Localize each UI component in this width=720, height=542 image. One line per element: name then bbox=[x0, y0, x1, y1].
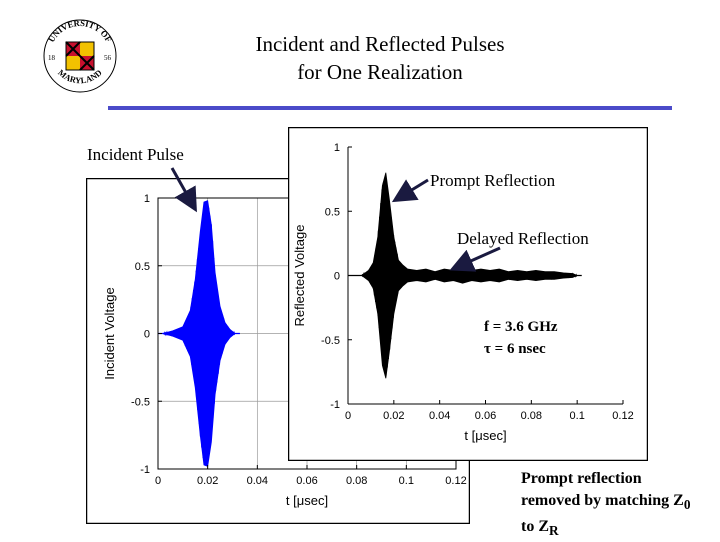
delayed-reflection-arrow bbox=[449, 246, 501, 272]
reflected-x-tick-label: 0.02 bbox=[383, 410, 404, 422]
title-line-2: for One Realization bbox=[297, 60, 463, 84]
title-underline bbox=[108, 106, 672, 110]
reflected-y-tick-label: 0 bbox=[334, 271, 340, 283]
reflected-x-tick-label: 0.12 bbox=[612, 410, 633, 422]
note-line-3: to ZR bbox=[521, 516, 720, 542]
incident-pulse-label: Incident Pulse bbox=[87, 145, 184, 164]
incident-y-tick-label: -1 bbox=[140, 464, 150, 476]
incident-y-tick-label: 1 bbox=[144, 193, 150, 205]
prompt-reflection-label: Prompt Reflection bbox=[430, 171, 556, 190]
incident-x-tick-label: 0.1 bbox=[399, 475, 414, 487]
logo-year-right: 56 bbox=[104, 54, 112, 62]
incident-x-tick-label: 0.12 bbox=[445, 475, 466, 487]
reflected-y-tick-label: -1 bbox=[330, 399, 340, 411]
note-line-2: removed by matching Z0 bbox=[521, 490, 720, 516]
reflected-signal-envelope bbox=[361, 172, 579, 379]
logo-year-left: 18 bbox=[48, 54, 56, 62]
reflected-y-tick-label: 1 bbox=[334, 142, 340, 154]
note-subscript-r: R bbox=[549, 523, 559, 539]
reflected-x-tick-label: 0.06 bbox=[475, 410, 496, 422]
reflected-y-axis-title: Reflected Voltage bbox=[292, 225, 307, 327]
incident-x-axis-title: t [μsec] bbox=[286, 493, 328, 508]
incident-x-tick-label: 0.04 bbox=[247, 475, 268, 487]
reflected-x-tick-label: 0.04 bbox=[429, 410, 450, 422]
incident-x-tick-label: 0.02 bbox=[197, 475, 218, 487]
incident-y-tick-label: -0.5 bbox=[131, 396, 150, 408]
reflected-x-tick-label: 0 bbox=[345, 410, 351, 422]
title-line-1: Incident and Reflected Pulses bbox=[255, 32, 505, 56]
prompt-reflection-arrow bbox=[391, 178, 429, 203]
incident-x-tick-label: 0 bbox=[155, 475, 161, 487]
note-line-3-text: to Z bbox=[521, 518, 549, 536]
incident-pulse-arrow bbox=[170, 167, 197, 213]
note-line-2-text: removed by matching Z bbox=[521, 492, 684, 509]
incident-y-tick-label: 0.5 bbox=[135, 261, 150, 273]
reflected-y-tick-label: 0.5 bbox=[325, 206, 340, 218]
delayed-reflection-label: Delayed Reflection bbox=[457, 229, 589, 248]
incident-y-tick-label: 0 bbox=[144, 329, 150, 341]
prompt-reflection-note: Prompt reflection removed by matching Z0… bbox=[521, 468, 720, 542]
incident-signal-envelope bbox=[161, 200, 236, 467]
note-subscript-0: 0 bbox=[683, 497, 691, 513]
tau-label: τ = 6 nsec bbox=[484, 341, 546, 357]
maryland-flag-icon bbox=[65, 41, 95, 71]
reflected-x-axis-title: t [μsec] bbox=[464, 428, 506, 443]
reflected-x-tick-label: 0.08 bbox=[521, 410, 542, 422]
reflected-chart: 0 0.02 0.04 0.06 0.08 0.1 0.12 1 0.5 0 -0.5 -1 t [μs… bbox=[288, 127, 648, 461]
incident-x-tick-label: 0.06 bbox=[296, 475, 317, 487]
incident-y-axis-title: Incident Voltage bbox=[102, 287, 117, 380]
note-line-1: Prompt reflection bbox=[521, 470, 642, 487]
university-seal-logo: UNIVERSITY OF MARYLAND 18 56 bbox=[30, 14, 130, 94]
incident-x-tick-label: 0.08 bbox=[346, 475, 367, 487]
frequency-label: f = 3.6 GHz bbox=[484, 319, 558, 335]
reflected-x-tick-label: 0.1 bbox=[570, 410, 585, 422]
reflected-y-tick-label: -0.5 bbox=[321, 335, 340, 347]
slide-title: Incident and Reflected Pulses for One Re… bbox=[180, 30, 580, 86]
